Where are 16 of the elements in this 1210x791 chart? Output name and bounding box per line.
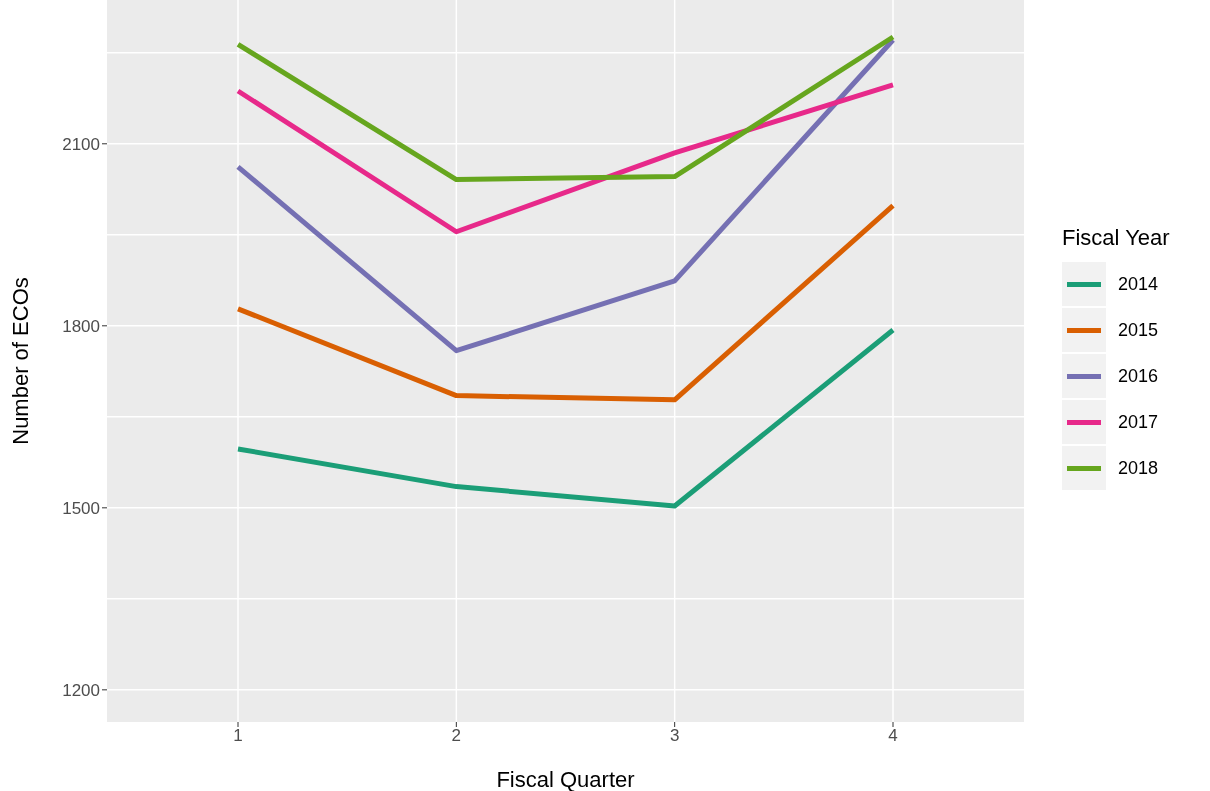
y-axis-title: Number of ECOs (7, 277, 33, 445)
y-tick-label: 2100 (62, 134, 100, 154)
legend-label: 2018 (1118, 457, 1159, 479)
legend-label: 2015 (1118, 319, 1159, 341)
y-tick-label: 1800 (62, 316, 100, 336)
legend-label: 2016 (1118, 365, 1159, 387)
x-tick-label: 4 (888, 726, 898, 746)
x-tick-label: 1 (233, 726, 243, 746)
x-tick-label: 2 (451, 726, 462, 746)
legend-title: Fiscal Year (1062, 225, 1170, 251)
legend-label: 2014 (1118, 273, 1159, 295)
y-tick-label: 1200 (62, 680, 100, 700)
x-tick-label: 3 (669, 726, 680, 746)
y-tick-label: 1500 (62, 498, 100, 518)
legend-label: 2017 (1118, 411, 1159, 433)
x-axis-title: Fiscal Quarter (496, 767, 635, 791)
